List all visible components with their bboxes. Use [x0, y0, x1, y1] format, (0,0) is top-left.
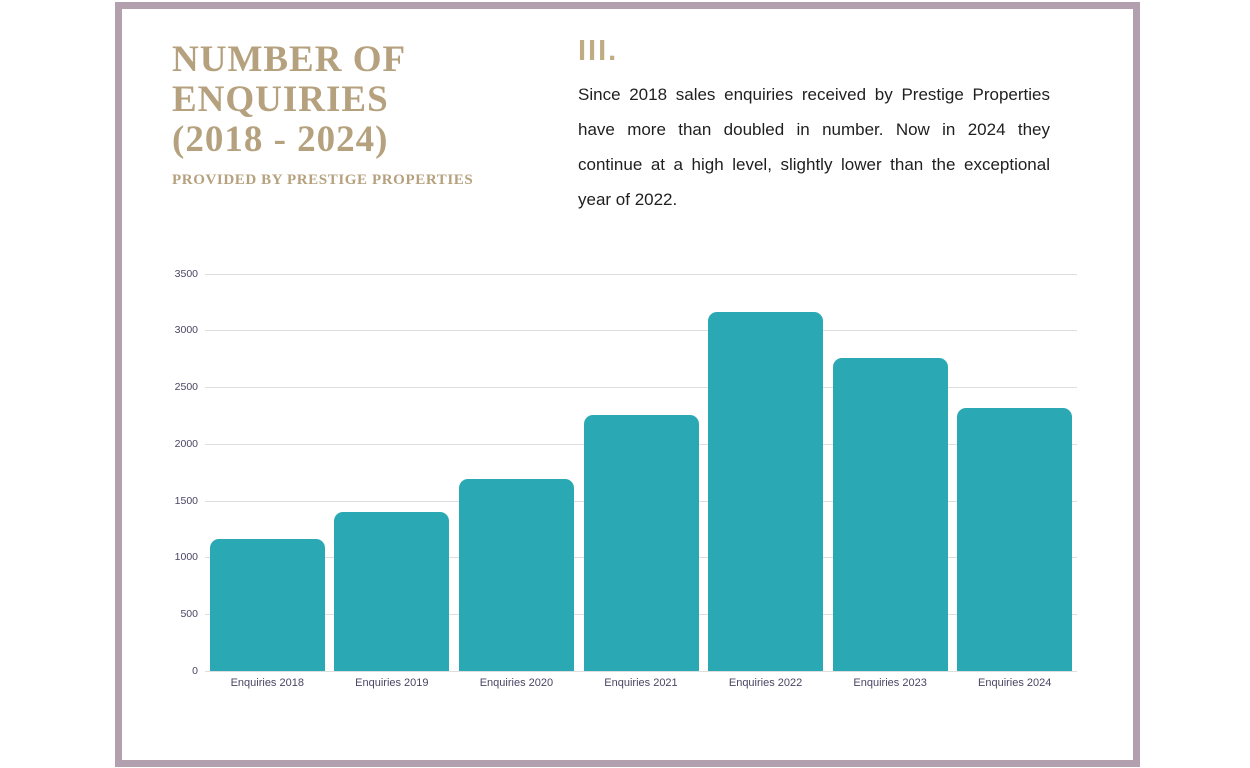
x-tick-label: Enquiries 2018 — [230, 677, 304, 689]
x-tick-label: Enquiries 2021 — [604, 677, 678, 689]
y-tick-label: 3000 — [174, 324, 198, 337]
bar — [583, 415, 699, 671]
y-tick-label: 2500 — [174, 381, 198, 394]
page-title-line-1: NUMBER OF — [172, 39, 407, 80]
bar — [832, 357, 948, 671]
y-tick-label: 3500 — [174, 267, 198, 280]
enquiries-bar-chart: 0 500 1000 1500 2000 2500 3000 3500 Enquiries 20… — [160, 262, 1080, 697]
section-number-heading: III. — [578, 35, 619, 67]
x-tick-label: Enquiries 2024 — [978, 677, 1052, 689]
x-tick-label: Enquiries 2023 — [853, 677, 927, 689]
section-text-block: III. Since 2018 sales enquiries received… — [578, 36, 1050, 217]
y-tick-label: 500 — [180, 608, 198, 621]
title-attribution: PROVIDED BY PRESTIGE PROPERTIES — [172, 172, 474, 188]
x-tick-label: Enquiries 2020 — [479, 677, 554, 689]
page-title-line-2: ENQUIRIES — [172, 79, 389, 120]
bar — [708, 312, 824, 671]
y-gridline — [205, 273, 1077, 275]
y-gridline — [205, 330, 1077, 332]
y-gridline — [205, 387, 1077, 389]
bar — [957, 407, 1073, 671]
x-tick-label: Enquiries 2019 — [355, 677, 429, 689]
y-gridline — [205, 671, 1077, 672]
bar — [334, 512, 450, 671]
y-tick-label: 1000 — [174, 551, 198, 564]
y-tick-label: 1500 — [174, 494, 198, 507]
bar — [209, 539, 325, 671]
x-tick-label: Enquiries 2022 — [728, 677, 803, 689]
y-tick-label: 2000 — [174, 437, 198, 450]
page-title-line-3: (2018 - 2024) — [172, 119, 389, 160]
section-body-text: Since 2018 sales enquiries received by P… — [578, 85, 1050, 209]
y-tick-label: 0 — [192, 665, 198, 677]
title-block: NUMBER OF ENQUIRIES (2018 - 2024) PROVID… — [172, 40, 532, 189]
bar — [458, 479, 574, 671]
